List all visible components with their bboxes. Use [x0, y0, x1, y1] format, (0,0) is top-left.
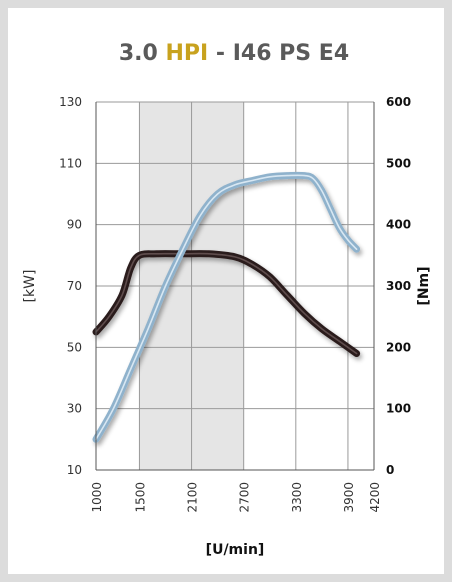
x-tick-label: 2100 [186, 482, 200, 513]
y-right-tick-label: 400 [386, 218, 411, 232]
y-right-tick-label: 300 [386, 279, 411, 293]
x-tick-label: 3300 [290, 482, 304, 513]
y-right-tick-label: 0 [386, 463, 394, 477]
y-right-tick-label: 600 [386, 95, 411, 109]
title-part-2: HPI [166, 41, 209, 66]
y-left-tick-label: 110 [59, 156, 82, 170]
title-part-1: 3.0 [119, 41, 166, 66]
power-torque-chart: 3.0 HPI - I46 PS E4 1000 1500 2100 2700 3300… [22, 41, 432, 558]
y-left-tick-label: 30 [67, 402, 82, 416]
grid-lines [95, 101, 375, 471]
y-left-tick-label: 130 [59, 95, 82, 109]
series-lines [92, 171, 361, 443]
y-right-tick-label: 100 [386, 402, 411, 416]
x-tick-label: 4200 [368, 482, 382, 513]
y-axis-left-label: [kW] [22, 270, 38, 303]
power-curve-highlight [95, 252, 358, 355]
y-left-tick-label: 50 [67, 340, 82, 354]
axes [95, 102, 375, 471]
y-right-tick-label: 200 [386, 340, 411, 354]
y-axis-right-label: [Nm] [416, 266, 432, 305]
y-left-tick-label: 10 [67, 463, 82, 477]
chart-title: 3.0 HPI - I46 PS E4 [119, 41, 349, 66]
torque-curve-highlight [95, 174, 358, 441]
x-tick-label: 1000 [90, 482, 104, 513]
x-tick-label: 2700 [238, 482, 252, 513]
y-left-tick-label: 90 [67, 218, 82, 232]
y-right-tick-label: 500 [386, 156, 411, 170]
x-tick-label: 3900 [342, 482, 356, 513]
x-axis-label: [U/min] [206, 542, 265, 558]
y-left-tick-label: 70 [67, 279, 82, 293]
title-part-3: - I46 PS E4 [208, 41, 349, 66]
chart-frame: 3.0 HPI - I46 PS E4 1000 1500 2100 2700 3300… [8, 8, 444, 574]
x-tick-label: 1500 [133, 482, 147, 513]
